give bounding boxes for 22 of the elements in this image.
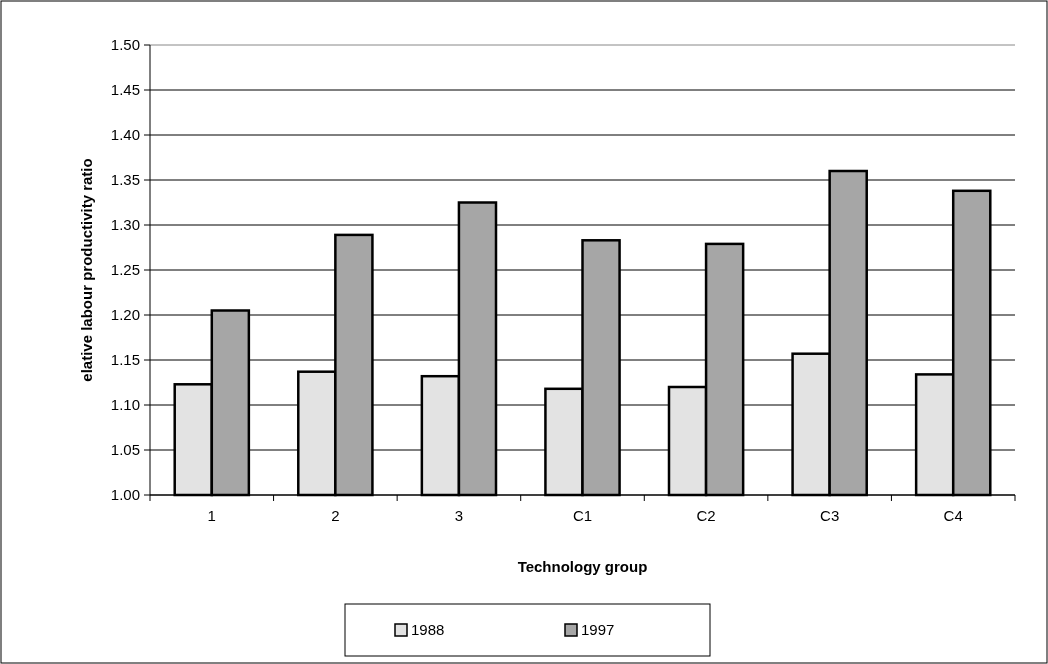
x-axis-title: Technology group (517, 558, 648, 575)
y-tick-label: 1.00 (110, 486, 140, 504)
x-tick-label: C3 (820, 507, 840, 524)
x-tick-label: C4 (943, 507, 963, 524)
x-tick-label: 2 (331, 507, 340, 524)
y-tick-label: 1.40 (110, 126, 140, 144)
y-tick-label: 1.25 (110, 261, 140, 279)
legend-label: 1988 (411, 621, 445, 639)
y-axis-title: elative labour productivity ratio (78, 158, 95, 382)
y-tick-label: 1.35 (110, 171, 140, 189)
y-tick-label: 1.50 (110, 36, 140, 54)
x-tick-label: 1 (207, 507, 216, 524)
y-tick-label: 1.05 (110, 441, 140, 459)
y-tick-label: 1.45 (110, 81, 140, 99)
legend-label: 1997 (581, 621, 615, 639)
y-tick-label: 1.20 (110, 306, 140, 324)
x-tick-label: C2 (696, 507, 716, 524)
x-tick-label: C1 (572, 507, 593, 524)
x-tick-label: 3 (454, 507, 464, 524)
y-tick-label: 1.15 (110, 351, 140, 369)
y-tick-label: 1.30 (110, 216, 140, 234)
y-tick-label: 1.10 (110, 396, 140, 414)
